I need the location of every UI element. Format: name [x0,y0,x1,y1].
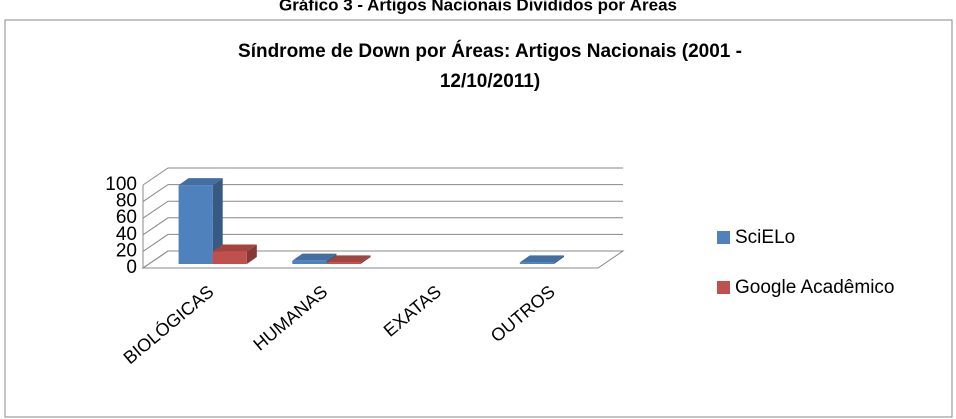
bar [292,260,327,264]
y-tick-label: 80 [116,191,137,212]
chart-title: Síndrome de Down por Áreas: Artigos Naci… [238,40,742,92]
bar [326,262,361,264]
y-tick-label: 20 [116,240,137,261]
legend-swatch [717,231,730,244]
bar-top [326,255,371,263]
bar-3d [519,255,564,264]
grid-line [142,200,623,219]
bar-side [553,255,564,264]
bar-side [360,255,371,264]
bar [178,185,213,264]
bar-top [519,255,564,263]
grid-line [142,250,623,269]
y-tick-label: 0 [126,257,137,278]
chart-border [4,19,953,418]
bar-3d [326,255,371,264]
legend-swatch [717,281,730,294]
grid-line [142,217,623,236]
legend-label: Google Acadêmico [735,277,895,298]
grid-line [142,233,623,252]
bar-side [246,244,257,264]
y-tick-label: 100 [105,174,137,195]
bar-3d [178,178,223,264]
legend-label: SciELo [735,227,795,248]
grid-line [142,184,623,203]
bar-side [212,178,223,264]
bar [519,262,554,264]
bar-top [292,253,337,261]
y-tick-label: 40 [116,224,137,245]
bar-3d [212,244,257,264]
grid-line [142,167,623,186]
bar-top [178,178,223,186]
y-tick-label: 60 [116,207,137,228]
bar [212,251,247,264]
bar-top [212,244,257,252]
page-title: Gráfico 3 - Artigos Nacionais Divididos … [279,0,677,14]
